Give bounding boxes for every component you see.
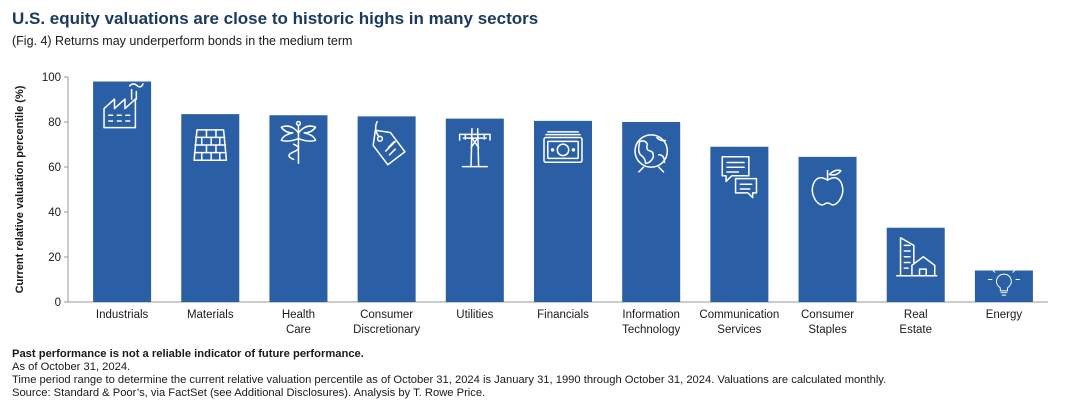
factory-icon bbox=[103, 83, 144, 129]
bar bbox=[886, 227, 945, 302]
globe-icon bbox=[634, 134, 669, 173]
bar bbox=[534, 120, 592, 302]
banknote-icon bbox=[543, 131, 583, 163]
y-tick-label: 20 bbox=[48, 252, 61, 264]
bar bbox=[798, 156, 857, 302]
y-tick-label: 0 bbox=[55, 297, 61, 309]
y-tick-label: 60 bbox=[48, 162, 61, 174]
x-tick-label: Communication bbox=[699, 309, 779, 321]
x-tick-label: Financials bbox=[537, 309, 589, 321]
bar bbox=[974, 270, 1033, 302]
footer: Past performance is not a reliable indic… bbox=[12, 348, 886, 400]
x-tick-label: Industrials bbox=[96, 309, 149, 321]
x-tick-label: Consumer bbox=[360, 309, 413, 321]
x-tick-label: Technology bbox=[622, 324, 680, 336]
buildings-house-icon bbox=[895, 236, 938, 277]
x-tick-label: Discretionary bbox=[353, 324, 420, 336]
x-tick-label: Utilities bbox=[456, 309, 493, 321]
footer-note: Time period range to determine the curre… bbox=[12, 374, 887, 386]
bar-chart: Current relative valuation percentile (%… bbox=[14, 72, 1048, 336]
x-tick-label: Staples bbox=[808, 324, 847, 336]
chart-title: U.S. equity valuations are close to hist… bbox=[12, 9, 539, 28]
x-tick-label: Services bbox=[717, 324, 761, 336]
y-tick-label: 40 bbox=[48, 207, 61, 219]
x-tick-label: Energy bbox=[986, 309, 1023, 321]
bar bbox=[445, 118, 504, 302]
chat-bubbles-icon bbox=[721, 155, 758, 199]
price-tag-icon bbox=[372, 120, 406, 166]
y-axis-label: Current relative valuation percentile (%… bbox=[14, 85, 26, 293]
bar bbox=[181, 114, 240, 302]
footer-source: Source: Standard & Poor’s, via FactSet (… bbox=[12, 387, 486, 399]
x-tick-label: Materials bbox=[187, 309, 234, 321]
footer-disclaimer: Past performance is not a reliable indic… bbox=[12, 348, 364, 360]
y-tick-label: 80 bbox=[48, 117, 61, 129]
apple-icon bbox=[811, 169, 844, 206]
x-tick-label: Estate bbox=[899, 324, 932, 336]
bricks-icon bbox=[193, 129, 228, 161]
lightbulb-icon bbox=[987, 266, 1020, 296]
x-tick-label: Care bbox=[286, 324, 311, 336]
chart-subtitle: (Fig. 4) Returns may underperform bonds … bbox=[12, 34, 353, 48]
x-tick-label: Real bbox=[904, 309, 928, 321]
x-tick-label: Health bbox=[282, 309, 315, 321]
bar bbox=[357, 116, 416, 302]
bar bbox=[622, 122, 681, 302]
x-tick-label: Information bbox=[622, 309, 680, 321]
power-pylon-icon bbox=[458, 127, 491, 168]
footer-as-of: As of October 31, 2024. bbox=[12, 361, 131, 373]
y-tick-label: 100 bbox=[42, 72, 61, 84]
x-tick-label: Consumer bbox=[801, 309, 854, 321]
caduceus-icon bbox=[280, 120, 317, 165]
bar bbox=[93, 81, 152, 302]
bar bbox=[710, 146, 769, 302]
